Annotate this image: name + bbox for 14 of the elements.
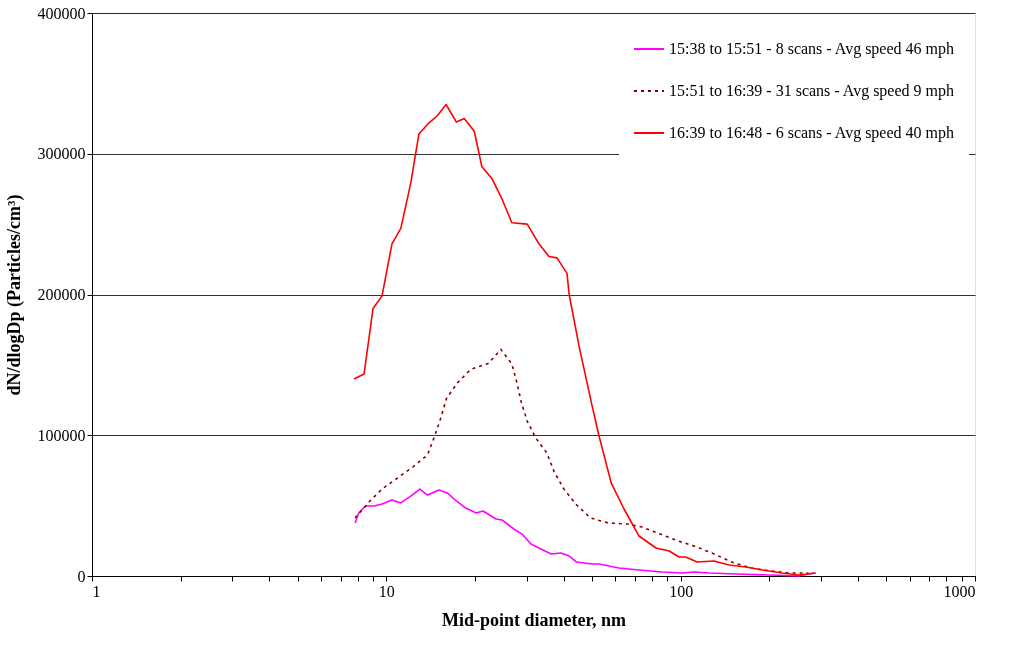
y-tick-label: 200000 [37, 286, 86, 303]
y-tick-label: 0 [77, 567, 86, 585]
legend-label: 15:51 to 16:39 - 31 scans - Avg speed 9 mph [669, 82, 955, 100]
legend-label: 16:39 to 16:48 - 6 scans - Avg speed 40 mph [669, 124, 955, 142]
legend-label: 15:38 to 15:51 - 8 scans - Avg speed 46 mph [669, 40, 955, 58]
y-axis-title: dN/dlogDp (Particles/cm³) [3, 194, 25, 396]
y-tick-label: 100000 [37, 426, 86, 444]
x-tick-label: 1000 [943, 582, 976, 600]
x-tick-label: 10 [378, 582, 395, 600]
y-tick-label: 400000 [37, 4, 86, 22]
x-axis-title: Mid-point diameter, nm [442, 609, 626, 630]
x-tick-label: 1 [92, 582, 101, 600]
y-tick-label: 300000 [37, 145, 86, 163]
x-tick-label: 100 [669, 582, 694, 600]
